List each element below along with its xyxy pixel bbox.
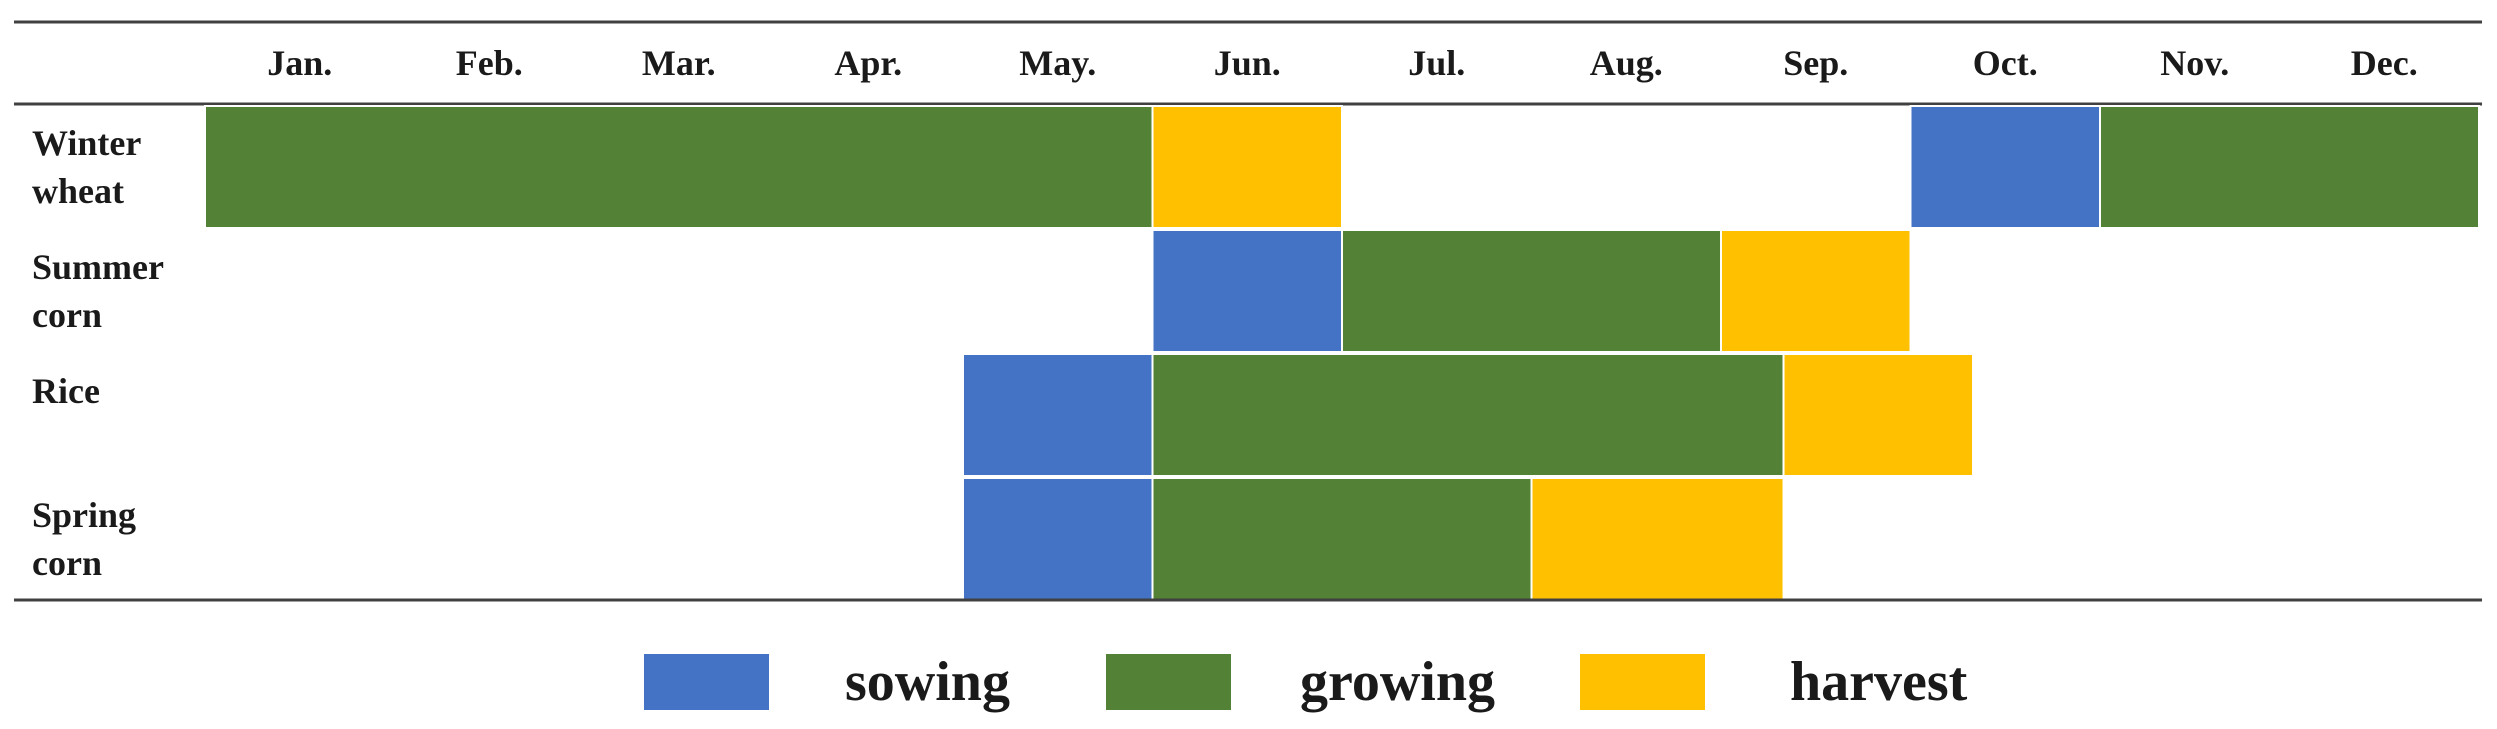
- bar-harvest: [1530, 477, 1785, 601]
- row-label: wheat: [32, 171, 124, 211]
- month-label: Apr.: [834, 43, 902, 83]
- month-label: Jun.: [1214, 43, 1281, 83]
- month-label: Oct.: [1973, 43, 2038, 83]
- bar-sowing: [1151, 229, 1343, 353]
- legend-label-sowing: sowing: [845, 651, 1010, 713]
- legend: sowing growing harvest: [644, 651, 1968, 713]
- row-label: Summer: [32, 247, 164, 287]
- bar-growing: [2099, 105, 2480, 229]
- month-labels-group: Jan. Feb. Mar. Apr. May. Jun. Jul. Aug. Sep. Oct.…: [267, 43, 2418, 83]
- bar-sowing: [962, 353, 1154, 477]
- legend-swatch-growing: [1106, 654, 1231, 710]
- row-label: corn: [32, 543, 102, 583]
- month-label: Jan.: [267, 43, 332, 83]
- bar-harvest: [1720, 229, 1912, 353]
- legend-label-growing: growing: [1300, 651, 1495, 713]
- bar-growing: [1341, 229, 1722, 353]
- bar-harvest: [1782, 353, 1975, 477]
- bar-growing: [1151, 477, 1533, 601]
- month-label: Nov.: [2160, 43, 2229, 83]
- bar-growing: [204, 105, 1154, 229]
- row-label: Winter: [32, 123, 141, 163]
- month-label: Sep.: [1783, 43, 1848, 83]
- month-label: Mar.: [642, 43, 716, 83]
- month-label: May.: [1019, 43, 1096, 83]
- bar-sowing: [962, 477, 1154, 601]
- bar-harvest: [1151, 105, 1343, 229]
- bars-group: [204, 105, 2480, 601]
- month-label: Aug.: [1590, 43, 1663, 83]
- legend-swatch-harvest: [1580, 654, 1705, 710]
- month-label: Dec.: [2351, 43, 2418, 83]
- row-labels-group: Winter wheat Summer corn Rice Spring corn: [32, 123, 164, 583]
- bar-growing: [1151, 353, 1785, 477]
- bar-sowing: [1909, 105, 2101, 229]
- row-label: Spring: [32, 495, 136, 535]
- month-label: Jul.: [1408, 43, 1465, 83]
- legend-swatch-sowing: [644, 654, 769, 710]
- month-label: Feb.: [456, 43, 523, 83]
- legend-label-harvest: harvest: [1790, 651, 1968, 713]
- row-label: Rice: [32, 371, 100, 411]
- row-label: corn: [32, 295, 102, 335]
